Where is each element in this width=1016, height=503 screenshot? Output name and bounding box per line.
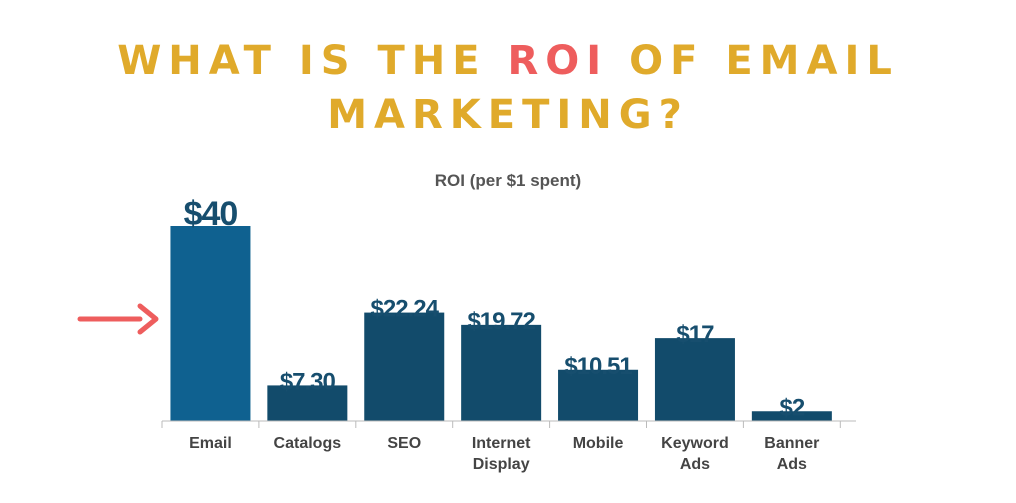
headline-line-2: MARKETING? <box>327 92 689 138</box>
data-label-keyword-ads: $17 <box>676 321 714 348</box>
roi-bar-chart: ROI (per $1 spent) $40$7.30$22.24 $19.72$… <box>77 171 856 473</box>
bar-email <box>170 226 251 421</box>
data-label-banner-ads: $2 <box>779 394 804 421</box>
data-label-catalogs: $7.30 <box>280 368 336 395</box>
x-tick-label-internet-display: Display <box>473 456 530 473</box>
headline-line-1: WHAT IS THE ROI OF EMAIL <box>0 34 1016 88</box>
bar-keyword-ads <box>654 338 735 421</box>
x-tick-label-keyword-ads: Ads <box>680 456 710 473</box>
x-axis-labels: Email Catalogs SEO Internet Display Mobile Key… <box>189 435 819 473</box>
data-label-seo: $22.24 <box>371 296 440 323</box>
x-tick-label-catalogs: Catalogs <box>274 435 342 452</box>
bar-mobile <box>558 369 639 421</box>
x-tick-label-keyword-ads: Keyword <box>661 435 729 452</box>
x-tick-label-internet-display: Internet <box>472 435 531 452</box>
x-tick-label-banner-ads: Ads <box>777 456 807 473</box>
bars-group <box>170 226 832 421</box>
data-label-internet-display: $19.72 <box>467 308 535 335</box>
bar-seo <box>364 312 445 421</box>
x-tick-label-banner-ads: Banner <box>764 435 819 452</box>
bar-catalogs <box>267 385 348 421</box>
arrow-right-icon <box>77 303 159 335</box>
headline-text-pre: WHAT IS THE <box>117 38 508 84</box>
headline-text-post: OF EMAIL <box>608 38 899 84</box>
x-tick-label-seo: SEO <box>387 435 421 452</box>
headline: WHAT IS THE ROI OF EMAIL MARKETING? <box>0 34 1016 142</box>
x-tick-label-mobile: Mobile <box>573 435 624 452</box>
bar-banner-ads <box>751 411 832 421</box>
data-label-mobile: $10.51 <box>564 353 632 380</box>
x-tick-label-email: Email <box>189 435 232 452</box>
data-labels: $40 $7.30 $22.24 $19.72 $10.51 $17 $2 <box>184 195 806 421</box>
headline-roi-highlight: ROI <box>507 38 609 84</box>
chart-title: ROI (per $1 spent) <box>435 171 581 190</box>
x-axis-ticks <box>161 421 841 428</box>
bar-internet-display <box>461 324 542 421</box>
data-label-email: $40 <box>184 195 238 233</box>
